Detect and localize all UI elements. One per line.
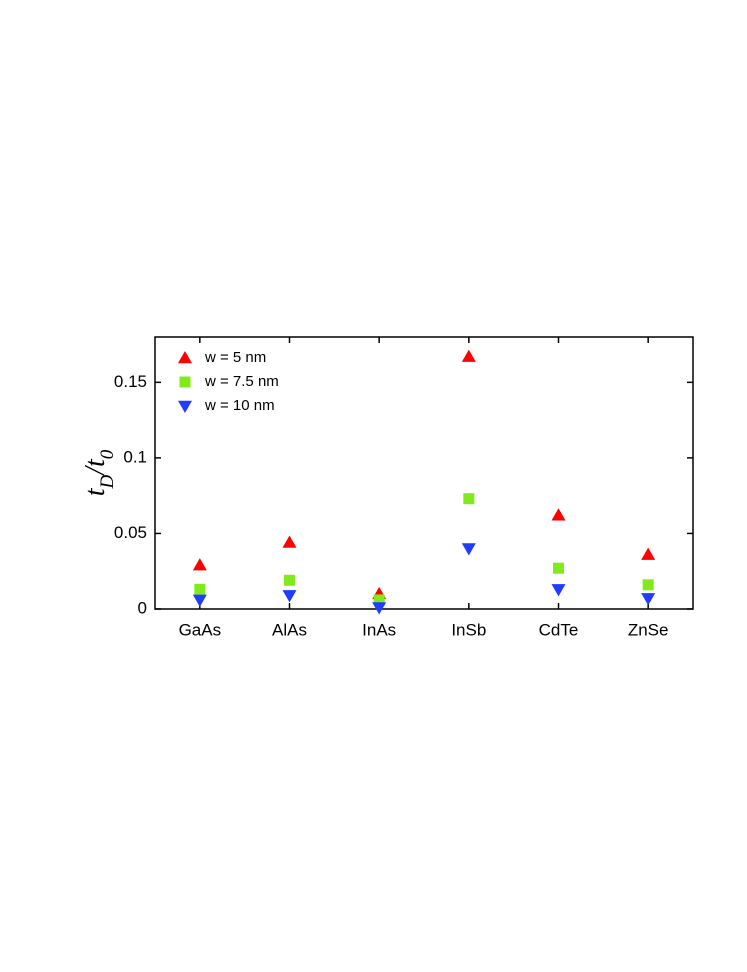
data-point (642, 579, 654, 591)
data-point (373, 594, 385, 606)
y-tick-label: 0.15 (114, 372, 147, 391)
data-point (461, 543, 476, 556)
data-point (284, 574, 295, 586)
y-tick-label: 0.05 (114, 523, 147, 542)
legend-label: w = 5 nm (204, 349, 266, 366)
legend-marker (179, 376, 191, 388)
data-point (192, 558, 207, 571)
data-point (553, 562, 564, 574)
x-tick-label: ZnSe (628, 620, 669, 639)
y-tick-label: 0.1 (123, 447, 147, 466)
data-point (372, 602, 387, 615)
data-point (463, 493, 475, 505)
x-tick-label: CdTe (539, 620, 579, 639)
x-tick-label: AlAs (272, 620, 307, 639)
legend-label: w = 10 nm (204, 397, 275, 414)
legend-label: w = 7.5 nm (204, 373, 279, 390)
data-point (282, 590, 297, 603)
legend-marker (178, 351, 192, 364)
data-point (641, 593, 656, 606)
x-tick-label: InSb (451, 620, 486, 639)
data-point (282, 535, 297, 548)
data-point (461, 349, 476, 362)
legend-marker (178, 400, 192, 413)
x-tick-label: InAs (362, 620, 396, 639)
data-point (192, 594, 207, 607)
data-point (641, 547, 656, 560)
data-point (194, 583, 206, 595)
data-point (551, 508, 566, 521)
x-tick-label: GaAs (179, 620, 222, 639)
y-tick-label: 0 (138, 598, 147, 617)
data-point (551, 584, 566, 597)
plot-frame (154, 336, 694, 610)
y-axis-label: tD/t0 (80, 449, 117, 496)
